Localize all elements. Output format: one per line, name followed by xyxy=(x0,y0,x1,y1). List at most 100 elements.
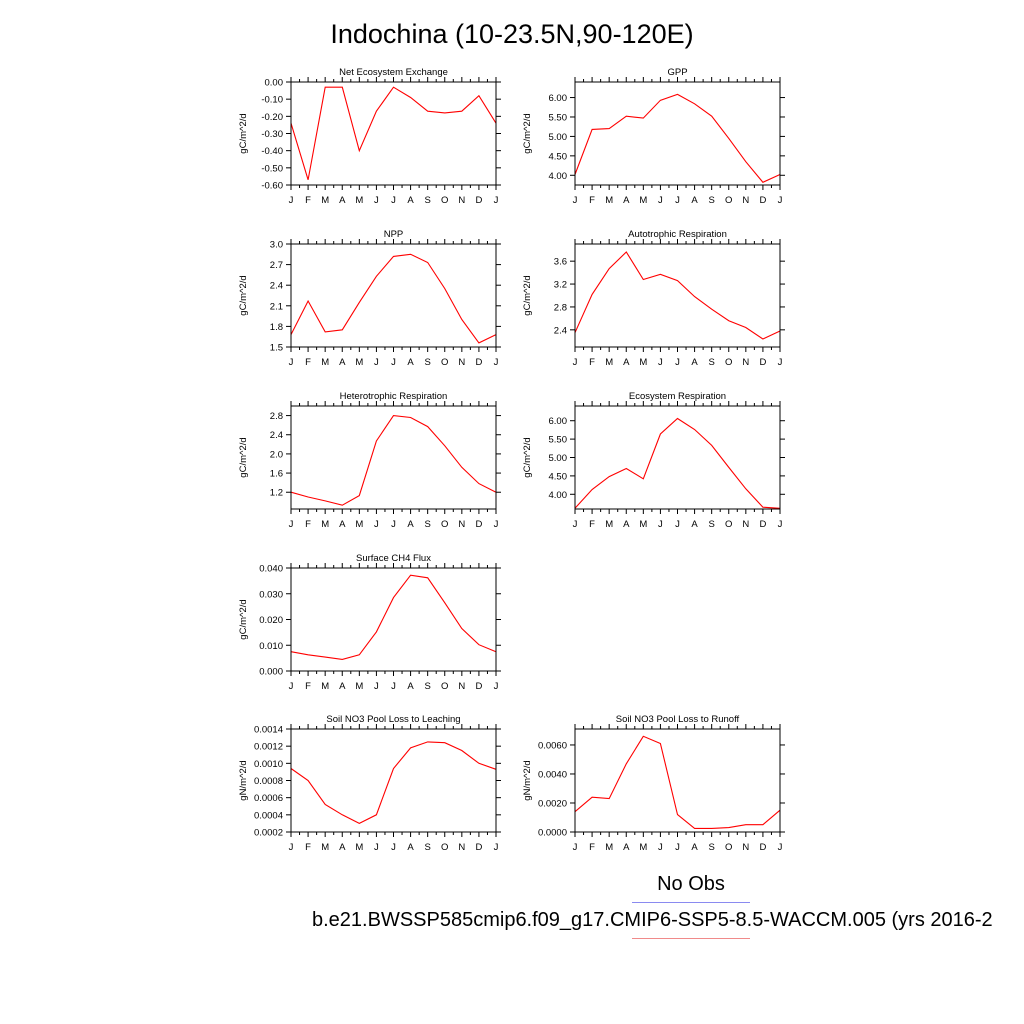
npp-ytick-label: 2.7 xyxy=(270,260,283,271)
autotrophic-respiration-series-line xyxy=(574,251,781,340)
net-ecosystem-exchange-xtick-label: J xyxy=(374,195,379,206)
soil-no3-pool-loss-to-leaching-ytick-label: 0.0006 xyxy=(254,793,283,804)
soil-no3-pool-loss-to-leaching-ytick-label: 0.0008 xyxy=(254,776,283,787)
soil-no3-pool-loss-to-leaching-frame xyxy=(290,728,497,833)
ecosystem-respiration-ytick-label: 5.50 xyxy=(549,435,568,446)
soil-no3-pool-loss-to-runoff-title: Soil NO3 Pool Loss to Runoff xyxy=(616,714,740,725)
autotrophic-respiration-ytick-label: 2.8 xyxy=(554,302,567,313)
net-ecosystem-exchange-xtick-label: A xyxy=(339,195,346,206)
surface-ch4-flux-ytick-label: 0.010 xyxy=(259,641,283,652)
npp-xtick-label: S xyxy=(424,357,430,368)
autotrophic-respiration-frame xyxy=(574,243,781,348)
autotrophic-respiration-xtick-label: O xyxy=(725,357,732,368)
autotrophic-respiration-xtick-label: D xyxy=(759,357,766,368)
soil-no3-pool-loss-to-leaching-ytick-label: 0.0004 xyxy=(254,810,283,821)
heterotrophic-respiration-series-line xyxy=(290,415,497,506)
surface-ch4-flux-xtick-label: J xyxy=(494,681,499,692)
heterotrophic-respiration-ytick-label: 2.4 xyxy=(270,430,283,441)
net-ecosystem-exchange-xtick-label: A xyxy=(407,195,414,206)
soil-no3-pool-loss-to-runoff-panel: Soil NO3 Pool Loss to Runoff gN/m^2/d 0.00… xyxy=(522,714,785,853)
gpp-ytick-label: 5.00 xyxy=(549,132,568,143)
heterotrophic-respiration-xtick-label: J xyxy=(391,519,396,530)
soil-no3-pool-loss-to-leaching-xtick-label: A xyxy=(407,842,414,853)
heterotrophic-respiration-xtick-label: J xyxy=(374,519,379,530)
surface-ch4-flux-ytick-label: 0.030 xyxy=(259,589,283,600)
soil-no3-pool-loss-to-leaching-xtick-label: J xyxy=(289,842,294,853)
npp-xtick-label: D xyxy=(475,357,482,368)
soil-no3-pool-loss-to-leaching-xtick-label: O xyxy=(441,842,448,853)
net-ecosystem-exchange-xtick-label: O xyxy=(441,195,448,206)
gpp-xtick-label: J xyxy=(658,195,663,206)
legend-obs-line xyxy=(632,902,750,903)
heterotrophic-respiration-ytick-label: 2.8 xyxy=(270,411,283,422)
net-ecosystem-exchange-xtick-label: F xyxy=(305,195,311,206)
npp-ytick-label: 2.1 xyxy=(270,301,283,312)
surface-ch4-flux-series-line xyxy=(290,574,497,660)
net-ecosystem-exchange-frame xyxy=(290,81,497,186)
ecosystem-respiration-ytick-label: 4.50 xyxy=(549,471,568,482)
soil-no3-pool-loss-to-leaching-xtick-label: N xyxy=(458,842,465,853)
soil-no3-pool-loss-to-leaching-xtick-label: F xyxy=(305,842,311,853)
heterotrophic-respiration-xtick-label: J xyxy=(494,519,499,530)
surface-ch4-flux-xtick-label: S xyxy=(424,681,430,692)
soil-no3-pool-loss-to-leaching-series-line xyxy=(290,741,497,825)
ecosystem-respiration-xtick-label: N xyxy=(742,519,749,530)
surface-ch4-flux-frame xyxy=(290,567,497,672)
ecosystem-respiration-ytick-label: 6.00 xyxy=(549,416,568,427)
heterotrophic-respiration-xtick-label: M xyxy=(321,519,329,530)
net-ecosystem-exchange-ytick-label: -0.30 xyxy=(261,129,283,140)
surface-ch4-flux-xtick-label: J xyxy=(391,681,396,692)
ecosystem-respiration-xtick-label: M xyxy=(639,519,647,530)
net-ecosystem-exchange-title: Net Ecosystem Exchange xyxy=(339,67,448,78)
heterotrophic-respiration-xtick-label: S xyxy=(424,519,430,530)
net-ecosystem-exchange-panel: Net Ecosystem Exchange gC/m^2/d 0.00 -0.10 -… xyxy=(238,67,501,206)
ecosystem-respiration-xtick-label: O xyxy=(725,519,732,530)
gpp-xtick-label: A xyxy=(691,195,698,206)
gpp-frame xyxy=(574,81,781,186)
gpp-title: GPP xyxy=(667,67,687,78)
soil-no3-pool-loss-to-runoff-ytick-label: 0.0000 xyxy=(538,828,567,839)
ecosystem-respiration-xtick-label: M xyxy=(605,519,613,530)
ecosystem-respiration-xtick-label: F xyxy=(589,519,595,530)
soil-no3-pool-loss-to-runoff-xtick-label: S xyxy=(708,842,714,853)
autotrophic-respiration-xtick-label: F xyxy=(589,357,595,368)
ecosystem-respiration-title: Ecosystem Respiration xyxy=(629,391,726,402)
soil-no3-pool-loss-to-runoff-series-line xyxy=(574,735,781,829)
gpp-xtick-label: F xyxy=(589,195,595,206)
surface-ch4-flux-xtick-label: M xyxy=(355,681,363,692)
soil-no3-pool-loss-to-runoff-xtick-label: D xyxy=(759,842,766,853)
npp-xtick-label: J xyxy=(374,357,379,368)
npp-xtick-label: N xyxy=(458,357,465,368)
soil-no3-pool-loss-to-leaching-xtick-label: M xyxy=(355,842,363,853)
net-ecosystem-exchange-ytick-label: -0.20 xyxy=(261,112,283,123)
autotrophic-respiration-xtick-label: A xyxy=(691,357,698,368)
soil-no3-pool-loss-to-runoff-ytick-label: 0.0060 xyxy=(538,740,567,751)
npp-series-line xyxy=(290,253,497,344)
gpp-xtick-label: M xyxy=(639,195,647,206)
soil-no3-pool-loss-to-runoff-xtick-label: J xyxy=(573,842,578,853)
soil-no3-pool-loss-to-leaching-ytick-label: 0.0002 xyxy=(254,828,283,839)
autotrophic-respiration-ylabel: gC/m^2/d xyxy=(522,275,533,315)
autotrophic-respiration-panel: Autotrophic Respiration gC/m^2/d 3.6 3.2 2.8… xyxy=(522,229,785,368)
gpp-xtick-label: S xyxy=(708,195,714,206)
heterotrophic-respiration-ylabel: gC/m^2/d xyxy=(238,437,249,477)
soil-no3-pool-loss-to-runoff-xtick-label: A xyxy=(691,842,698,853)
surface-ch4-flux-ytick-label: 0.000 xyxy=(259,667,283,678)
npp-ytick-label: 2.4 xyxy=(270,281,283,292)
autotrophic-respiration-xtick-label: M xyxy=(605,357,613,368)
soil-no3-pool-loss-to-leaching-xtick-label: J xyxy=(374,842,379,853)
soil-no3-pool-loss-to-runoff-ytick-label: 0.0020 xyxy=(538,798,567,809)
gpp-xtick-label: J xyxy=(778,195,783,206)
soil-no3-pool-loss-to-runoff-xtick-label: O xyxy=(725,842,732,853)
autotrophic-respiration-xtick-label: J xyxy=(658,357,663,368)
soil-no3-pool-loss-to-runoff-xtick-label: M xyxy=(639,842,647,853)
heterotrophic-respiration-panel: Heterotrophic Respiration gC/m^2/d 2.8 2.4 2… xyxy=(238,391,501,530)
autotrophic-respiration-xtick-label: S xyxy=(708,357,714,368)
npp-xtick-label: F xyxy=(305,357,311,368)
npp-ytick-label: 1.8 xyxy=(270,322,283,333)
soil-no3-pool-loss-to-runoff-ytick-label: 0.0040 xyxy=(538,769,567,780)
soil-no3-pool-loss-to-leaching-xtick-label: A xyxy=(339,842,346,853)
npp-xtick-label: M xyxy=(321,357,329,368)
soil-no3-pool-loss-to-leaching-xtick-label: M xyxy=(321,842,329,853)
